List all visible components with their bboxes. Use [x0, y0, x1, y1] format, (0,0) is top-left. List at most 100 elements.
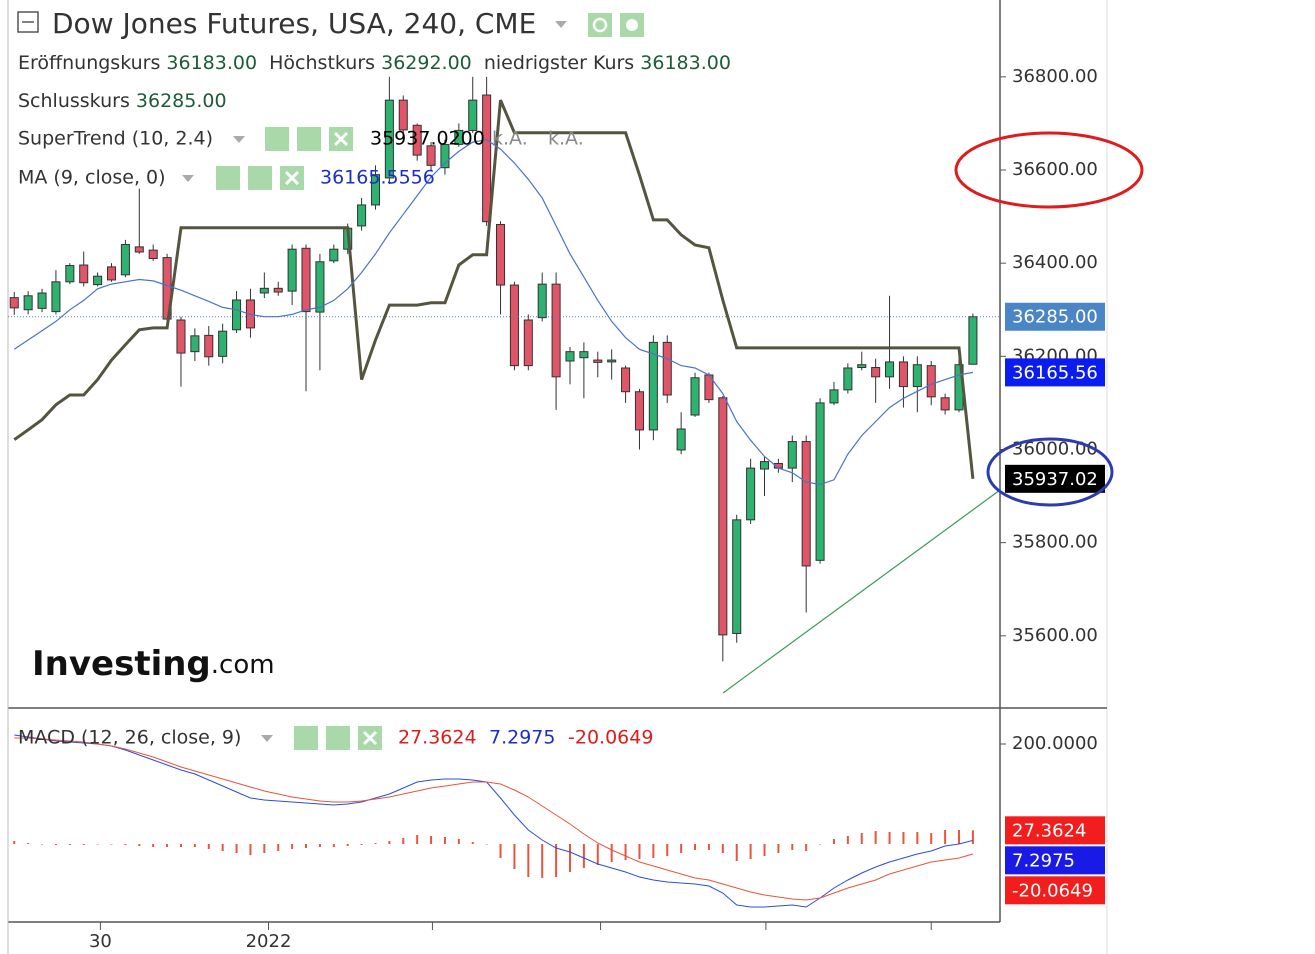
histogram-bar	[166, 844, 169, 847]
candle-body	[384, 99, 394, 179]
eye-glyph	[592, 17, 608, 33]
candle-body	[537, 283, 547, 319]
candle-body	[93, 275, 103, 286]
histogram-bar	[805, 844, 808, 851]
macd-line	[14, 737, 974, 901]
histogram-bar	[944, 830, 947, 844]
histogram-bar	[124, 844, 127, 845]
histogram-bar	[499, 844, 502, 858]
chart-title: Dow Jones Futures, USA, 240, CME	[52, 7, 536, 40]
histogram-bar	[582, 844, 585, 868]
gear-glyph	[626, 19, 638, 31]
histogram-bar	[332, 844, 335, 847]
candle-body	[218, 330, 228, 357]
histogram-bar	[471, 842, 474, 844]
candle-body	[912, 364, 922, 388]
candle-body	[148, 249, 158, 260]
candle-body	[204, 334, 214, 358]
candle-body	[9, 297, 19, 309]
histogram-bar	[638, 844, 641, 859]
eye-icon[interactable]	[265, 127, 289, 151]
price-badges: 36285.00 35937.02 36165.56 27.3624 7.2975 -20…	[1005, 302, 1105, 905]
collapse-icon[interactable]	[17, 11, 39, 33]
histogram-bar	[54, 844, 57, 845]
price-badge-label: 36285.00	[1012, 307, 1098, 328]
histogram-bar	[610, 844, 613, 862]
plot-area: 35600.0035800.0036000.0036200.0036400.00…	[8, 66, 1098, 952]
indicator-value: 35937.0200	[370, 128, 485, 150]
candle-body	[120, 244, 130, 276]
price-badge	[1005, 464, 1105, 493]
macd-value: 7.2975	[489, 727, 555, 749]
macd-line	[14, 734, 974, 908]
watermark-suffix: .com	[211, 650, 275, 680]
histogram-bar	[819, 844, 822, 845]
histogram-bar	[513, 844, 516, 869]
histogram-bar	[902, 832, 905, 844]
histogram-bar	[749, 844, 752, 859]
close-glyph	[284, 170, 300, 186]
candle-body	[676, 428, 686, 451]
histogram-bar	[568, 844, 571, 872]
title-icons	[588, 13, 644, 37]
indicator-value: k.A.	[492, 128, 528, 150]
candle-body	[829, 389, 839, 404]
watermark-main: Investing	[32, 644, 211, 684]
histogram-bar	[291, 844, 294, 849]
close-glyph	[362, 730, 378, 746]
candle-body	[232, 299, 242, 331]
candle-body	[79, 264, 89, 284]
candle-body	[301, 247, 311, 313]
settings-icon[interactable]	[248, 166, 272, 190]
histogram-bar	[666, 844, 669, 856]
dropdown-arrow[interactable]	[182, 175, 194, 182]
settings-icon[interactable]	[326, 726, 350, 750]
candle-body	[468, 99, 478, 131]
histogram-bar	[207, 844, 210, 849]
candle-body	[926, 365, 936, 398]
indicator-icons	[265, 127, 353, 151]
indicator-line	[13, 139, 974, 486]
histogram-bar	[221, 844, 224, 851]
ohlc-value: 36292.00	[381, 52, 472, 74]
candle-body	[398, 99, 408, 131]
eye-icon[interactable]	[588, 13, 612, 37]
eye-icon[interactable]	[216, 166, 240, 190]
candle-body	[940, 397, 950, 411]
dropdown-arrow[interactable]	[555, 21, 567, 28]
ohlc-value: 36183.00	[640, 52, 731, 74]
settings-icon[interactable]	[297, 127, 321, 151]
candle-body	[509, 284, 519, 367]
candle-body	[857, 364, 867, 369]
price-badge-label: 7.2975	[1012, 850, 1075, 871]
candle-body	[190, 335, 200, 353]
histogram-bar	[277, 844, 280, 851]
candle-body	[273, 287, 283, 293]
candle-body	[412, 124, 422, 156]
dropdown-arrow[interactable]	[261, 735, 273, 742]
ohlc-label: Eröffnungskurs	[18, 52, 160, 74]
eye-icon[interactable]	[294, 726, 318, 750]
indicator-value: 36165.5556	[320, 167, 435, 189]
y-tick-label: 36000.00	[1012, 438, 1098, 459]
histogram-bar	[652, 844, 655, 858]
histogram-bar	[721, 844, 724, 853]
red-circle	[954, 131, 1144, 209]
candle-body	[259, 287, 269, 294]
y-tick-label: 36800.00	[1012, 66, 1098, 87]
candle-body	[565, 351, 575, 362]
candle-body	[315, 261, 325, 313]
indicator-icons	[216, 166, 304, 190]
trend-line	[722, 489, 1001, 694]
histogram-bar	[777, 844, 780, 853]
histogram-bar	[457, 839, 460, 844]
histogram-bar	[846, 836, 849, 844]
histogram-bar	[82, 844, 85, 845]
dropdown-arrow[interactable]	[233, 136, 245, 143]
price-badge	[1005, 302, 1105, 331]
ohlc-value: 36285.00	[136, 90, 227, 112]
candle-body	[579, 351, 589, 359]
candle-body	[357, 204, 367, 227]
candle-body	[370, 174, 381, 206]
